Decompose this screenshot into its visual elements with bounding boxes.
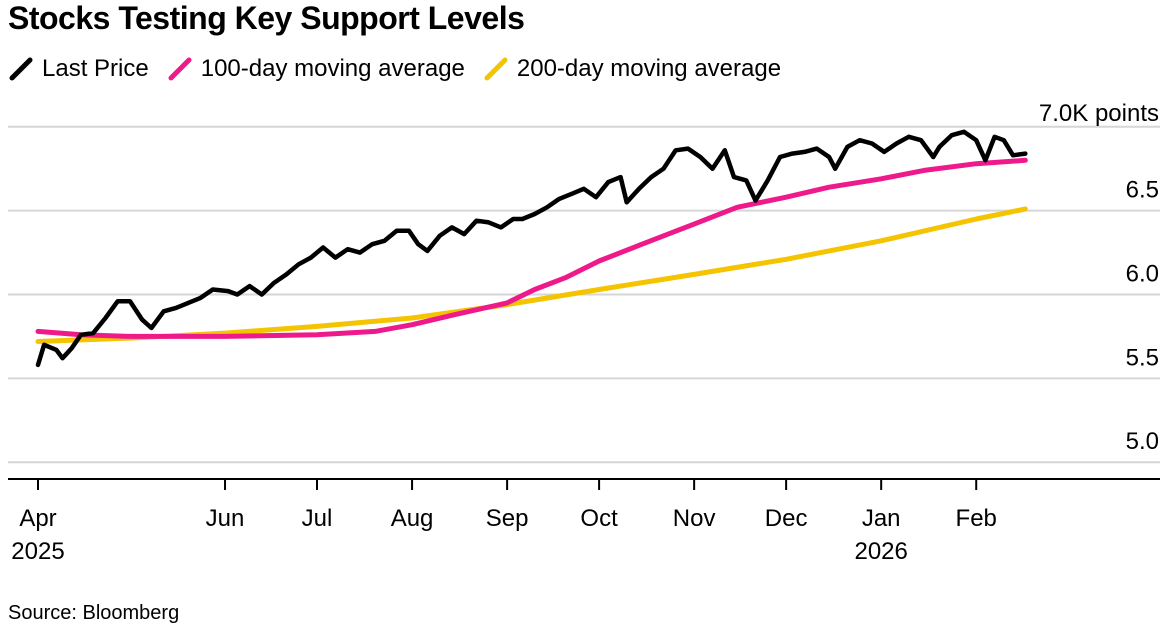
x-tick-label: Feb [956,505,997,532]
legend-item-last-price: Last Price [8,55,149,83]
legend-item-100-day-ma: 100-day moving average [167,55,465,83]
x-tick-label: Oct [580,505,618,532]
x-tick-label: Jan [862,505,901,532]
legend-swatch-100-day-ma [168,57,192,81]
x-tick-label: Sep [486,505,529,532]
y-unit-label: 7.0K points [1039,100,1159,127]
legend-label-last-price: Last Price [42,55,149,82]
legend-item-200-day-ma: 200-day moving average [483,55,781,83]
y-tick-label: 5.5 [1126,344,1159,371]
x-tick-label: Nov [673,505,716,532]
legend: Last Price 100-day moving average 200-da… [8,52,799,86]
series-line-100-day-ma [35,157,1028,339]
x-tick-label: Jul [302,505,333,532]
x-tick-label: Apr [19,505,56,532]
legend-label-200-day-ma: 200-day moving average [516,55,782,82]
source-note: Source: Bloomberg [8,602,180,624]
legend-label-100-day-ma: 100-day moving average [200,55,465,82]
x-tick-label: Jun [206,505,245,532]
y-tick-label: 6.5 [1126,177,1159,204]
y-tick-label: 6.0 [1126,261,1159,288]
legend-swatch-last-price [9,57,33,81]
y-tick-label: 5.0 [1126,428,1159,455]
series-line-last-price [35,129,1028,368]
x-tick-year-label: 2026 [854,538,907,565]
x-tick-label: Dec [765,505,808,532]
series-line-200-day-ma [35,206,1028,344]
legend-swatch-200-day-ma [484,57,508,81]
chart-title: Stocks Testing Key Support Levels [8,0,525,36]
x-tick-label: Aug [391,505,434,532]
x-tick-year-label: 2025 [11,538,64,565]
